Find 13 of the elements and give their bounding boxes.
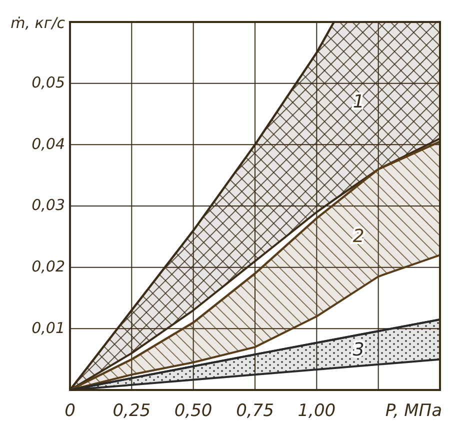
x-tick-label: 0,25 xyxy=(112,401,151,421)
y-tick-label: 0,04 xyxy=(32,134,65,153)
x-tick-label: 0,50 xyxy=(174,401,212,421)
y-tick-label: 0,05 xyxy=(32,73,65,92)
x-tick-label: 0,75 xyxy=(236,401,274,421)
y-tick-label: 0,01 xyxy=(32,318,65,337)
x-tick-label: 0 xyxy=(64,401,76,421)
y-tick-label: 0,03 xyxy=(32,196,65,214)
x-tick-label: 1,00 xyxy=(298,401,336,421)
x-axis-title: P, МПа xyxy=(385,401,442,421)
y-tick-label: 0,02 xyxy=(32,257,65,276)
series-label: 3 xyxy=(352,339,364,360)
y-axis-title: ṁ, кг/с xyxy=(10,14,66,32)
